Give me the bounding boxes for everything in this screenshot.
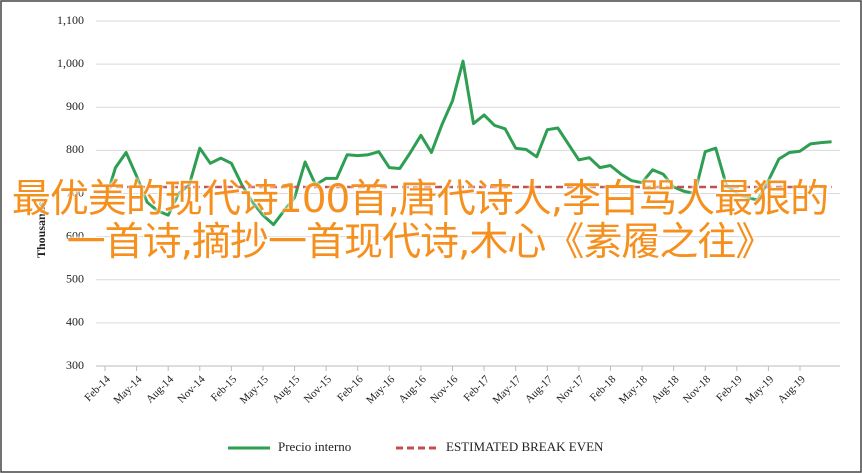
x-tick-label: Aug-15 xyxy=(270,373,303,406)
x-tick-label: May-14 xyxy=(111,373,144,406)
x-tick-label: Feb-19 xyxy=(714,373,745,404)
x-tick-label: Feb-16 xyxy=(335,373,366,404)
y-tick-label: 900 xyxy=(66,99,84,113)
y-tick-label: 1,000 xyxy=(57,56,84,70)
x-tick-label: Aug-19 xyxy=(776,373,809,406)
x-tick-label: Nov-16 xyxy=(428,373,461,406)
x-tick-label: May-17 xyxy=(490,373,523,406)
x-tick-label: May-16 xyxy=(364,373,397,406)
y-tick-label: 400 xyxy=(66,315,84,329)
x-tick-label: Feb-14 xyxy=(82,373,113,404)
legend-label: Precio interno xyxy=(278,439,351,454)
y-tick-label: 500 xyxy=(66,272,84,286)
x-tick-label: Feb-15 xyxy=(209,373,240,404)
x-tick-label: Aug-18 xyxy=(649,373,682,406)
overlay-text: 最优美的现代诗100首,唐代诗人,李白骂人最狠的一首诗,摘抄一首现代诗,木心《素… xyxy=(11,177,829,265)
y-tick-label: 700 xyxy=(66,185,84,199)
x-tick-label: Aug-16 xyxy=(397,373,430,406)
y-tick-label: 1,100 xyxy=(57,13,84,27)
x-tick-label: May-18 xyxy=(617,373,650,406)
y-tick-label: 600 xyxy=(66,228,84,242)
x-tick-label: Feb-18 xyxy=(588,373,619,404)
x-tick-label: Feb-17 xyxy=(461,373,492,404)
x-tick-label: Nov-18 xyxy=(681,373,714,406)
x-tick-label: Aug-17 xyxy=(523,373,556,406)
x-tick-label: Nov-17 xyxy=(555,373,588,406)
x-tick-label: Aug-14 xyxy=(144,373,177,406)
x-tick-label: May-15 xyxy=(238,373,271,406)
y-tick-label: 300 xyxy=(66,358,84,372)
legend-label: ESTIMATED BREAK EVEN xyxy=(446,439,604,454)
x-tick-label: Nov-14 xyxy=(175,373,208,406)
x-tick-label: Nov-15 xyxy=(302,373,335,406)
x-tick-label: May-19 xyxy=(743,373,776,406)
y-axis-label: Thousands xyxy=(34,202,48,258)
series-line xyxy=(103,59,832,227)
y-tick-label: 800 xyxy=(66,142,84,156)
